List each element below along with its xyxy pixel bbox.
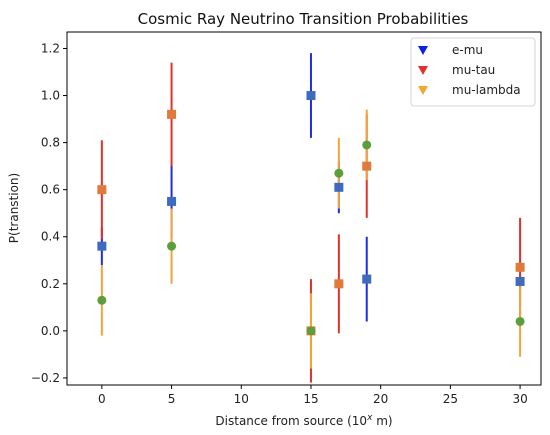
x-tick-label: 10 xyxy=(234,392,249,406)
e-mu-point xyxy=(306,91,316,101)
mu-lambda-point xyxy=(515,316,525,326)
x-axis-label-tail: m) xyxy=(372,414,392,428)
e-mu-legend-marker xyxy=(418,46,428,55)
x-tick-label: 15 xyxy=(303,392,318,406)
axis-ticks: 0 5 10 15 20 25 30 −0.2 0.0 0.2 0.4 0.6 0.8 1.0 1.2 xyxy=(31,41,528,406)
y-tick-label: 0.8 xyxy=(41,136,60,150)
mu-tau-point xyxy=(97,185,107,195)
y-tick-label: 0.4 xyxy=(41,230,60,244)
mu-lambda-point xyxy=(167,241,177,251)
y-tick-label: 0.2 xyxy=(41,277,60,291)
e-mu-point xyxy=(334,182,344,192)
e-mu-point xyxy=(97,241,107,251)
x-axis-label: Distance from source (10x m) xyxy=(215,413,392,428)
x-tick-label: 25 xyxy=(443,392,458,406)
mu-tau-legend-marker xyxy=(418,66,428,75)
y-axis-label: P(transtion) xyxy=(7,173,21,243)
e-mu-legend-label: e-mu xyxy=(452,43,483,57)
y-tick-label: −0.2 xyxy=(31,371,60,385)
mu-lambda-point xyxy=(334,168,344,178)
x-axis-label-main: Distance from source (10 xyxy=(215,414,367,428)
y-tick-label: 0.0 xyxy=(41,324,60,338)
x-tick-label: 5 xyxy=(168,392,176,406)
mu-lambda-legend-marker xyxy=(418,86,428,95)
x-tick-label: 30 xyxy=(512,392,527,406)
mu-lambda-point xyxy=(97,295,107,305)
x-tick-label: 20 xyxy=(373,392,388,406)
x-axis-label-superscript: x xyxy=(366,413,373,423)
mu-tau-point xyxy=(362,161,372,171)
mu-lambda-point xyxy=(306,326,316,336)
e-mu-point xyxy=(515,276,525,286)
mu-tau-point xyxy=(515,262,525,272)
mu-tau-point xyxy=(167,109,177,119)
mu-tau-legend-label: mu-tau xyxy=(452,63,495,77)
x-tick-label: 0 xyxy=(98,392,106,406)
e-mu-point xyxy=(362,274,372,284)
y-tick-label: 0.6 xyxy=(41,183,60,197)
y-tick-label: 1.2 xyxy=(41,41,60,55)
mu-tau-point xyxy=(334,279,344,289)
mu-lambda-legend-label: mu-lambda xyxy=(452,83,521,97)
y-tick-label: 1.0 xyxy=(41,89,60,103)
chart-title: Cosmic Ray Neutrino Transition Probabili… xyxy=(138,10,469,28)
mu-lambda-point xyxy=(362,140,372,150)
e-mu-point xyxy=(167,196,177,206)
legend: e-mu mu-tau mu-lambda xyxy=(410,37,536,107)
data-points xyxy=(97,91,525,336)
legend-box xyxy=(410,37,536,107)
